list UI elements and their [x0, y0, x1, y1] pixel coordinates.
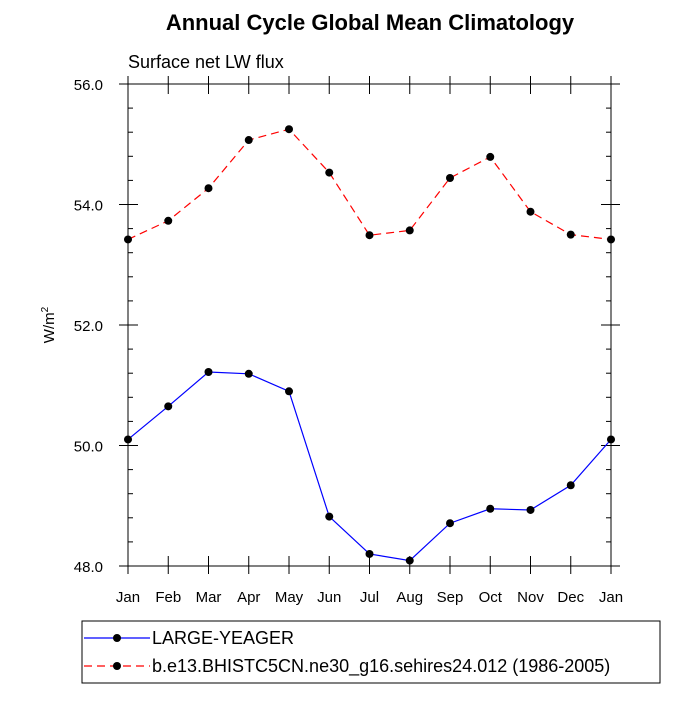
x-tick-label: Aug	[396, 589, 423, 606]
x-tick-label: Oct	[479, 589, 503, 606]
x-tick-label: Jun	[317, 589, 341, 606]
series-1-point	[204, 367, 213, 376]
legend-box	[81, 620, 661, 684]
series-layer	[124, 125, 615, 565]
series-2-point	[285, 125, 293, 134]
series-1-point	[365, 549, 374, 558]
series-line-2	[127, 128, 612, 241]
series-2-point	[566, 230, 575, 239]
chart-title: Annual Cycle Global Mean Climatology	[166, 10, 575, 35]
series-2-point	[325, 168, 334, 177]
y-tick-label: 56.0	[74, 77, 103, 94]
x-tick-label: May	[275, 589, 304, 606]
legend: LARGE-YEAGER b.e13.BHISTC5CN.ne30_g16.seh…	[81, 620, 661, 684]
x-tick-label: Mar	[196, 589, 222, 606]
series-1-point	[244, 369, 253, 378]
series-2-point	[124, 235, 132, 244]
series-1-point	[607, 435, 615, 444]
series-1-point	[405, 556, 414, 565]
y-tick-label: 54.0	[74, 198, 103, 215]
series-1-point	[164, 402, 173, 411]
series-2-point	[607, 235, 615, 244]
y-axis-label-superscript: 2	[40, 306, 51, 312]
x-tick-label: Dec	[557, 589, 584, 606]
series-2-point	[486, 152, 495, 161]
legend-label-1: LARGE-YEAGER	[152, 628, 294, 648]
chart-subtitle: Surface net LW flux	[128, 52, 284, 72]
y-tick-label: 52.0	[74, 318, 103, 335]
x-tick-label: Feb	[155, 589, 181, 606]
series-2-point	[244, 136, 253, 145]
y-tick-label: 50.0	[74, 439, 103, 456]
series-1-point	[285, 387, 293, 396]
series-2-point	[164, 216, 173, 225]
x-tick-label: Apr	[237, 589, 260, 606]
series-1-point	[325, 512, 334, 521]
x-tick-label: Sep	[437, 589, 464, 606]
series-2-point	[365, 231, 374, 240]
legend-marker-1	[113, 634, 121, 642]
series-1-point	[486, 504, 495, 513]
legend-label-2: b.e13.BHISTC5CN.ne30_g16.sehires24.012 (…	[152, 656, 610, 677]
plot-frame	[127, 83, 612, 567]
series-1-point	[446, 519, 454, 528]
series-2-point	[204, 184, 213, 193]
y-axis-label: W/m2	[40, 306, 58, 343]
x-tick-label: Jan	[599, 589, 623, 606]
series-2-point	[405, 226, 414, 235]
series-1-point	[526, 505, 535, 514]
series-line-1	[127, 371, 612, 562]
y-tick-label: 48.0	[74, 559, 103, 576]
series-2-point	[446, 173, 454, 182]
series-1-point	[124, 435, 132, 444]
y-axis-label-base: W/m	[41, 312, 58, 343]
axes-layer: 48.0 50.0 52.0 54.0 56.0 Jan Feb Mar Apr May Jun Ju…	[74, 76, 623, 606]
legend-marker-2	[113, 662, 121, 670]
x-tick-label: Jul	[360, 589, 379, 606]
series-1-point	[566, 481, 575, 490]
x-tick-label: Jan	[116, 589, 140, 606]
x-tick-label: Nov	[517, 589, 544, 606]
series-2-point	[526, 207, 535, 216]
